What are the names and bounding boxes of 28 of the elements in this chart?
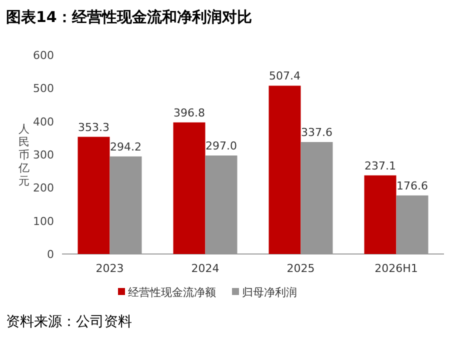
y-axis-title: 人民币亿元 [18,122,30,188]
y-tick-label: 0 [47,248,54,261]
legend-label: 经营性现金流净额 [128,286,216,299]
data-label: 337.6 [301,126,332,140]
bar [364,175,396,254]
bar [173,122,206,254]
y-tick-label: 300 [33,148,54,162]
bar [268,86,301,254]
data-label: 353.3 [78,120,110,134]
y-tick-label: 200 [33,182,54,195]
legend-label: 归母净利润 [242,286,297,299]
data-label: 297.0 [206,139,237,152]
data-label: 396.8 [174,106,205,120]
y-tick-label: 400 [33,115,54,128]
x-tick-label: 2023 [96,262,124,275]
y-tick-label: 500 [33,82,54,96]
y-tick-label: 600 [33,49,54,62]
data-label: 294.2 [110,140,142,154]
bar [78,136,110,254]
data-label: 237.1 [364,159,396,172]
data-label: 507.4 [269,70,300,83]
x-tick-label: 2025 [286,262,315,275]
chart-title: 图表14：经营性现金流和净利润对比 [6,8,252,26]
data-label: 176.6 [396,179,428,192]
x-tick-label: 2024 [191,262,220,275]
y-tick-label: 100 [33,214,54,228]
x-tick-label: 2026H1 [374,262,418,275]
text: 资料来源：公司资料 [6,314,132,330]
